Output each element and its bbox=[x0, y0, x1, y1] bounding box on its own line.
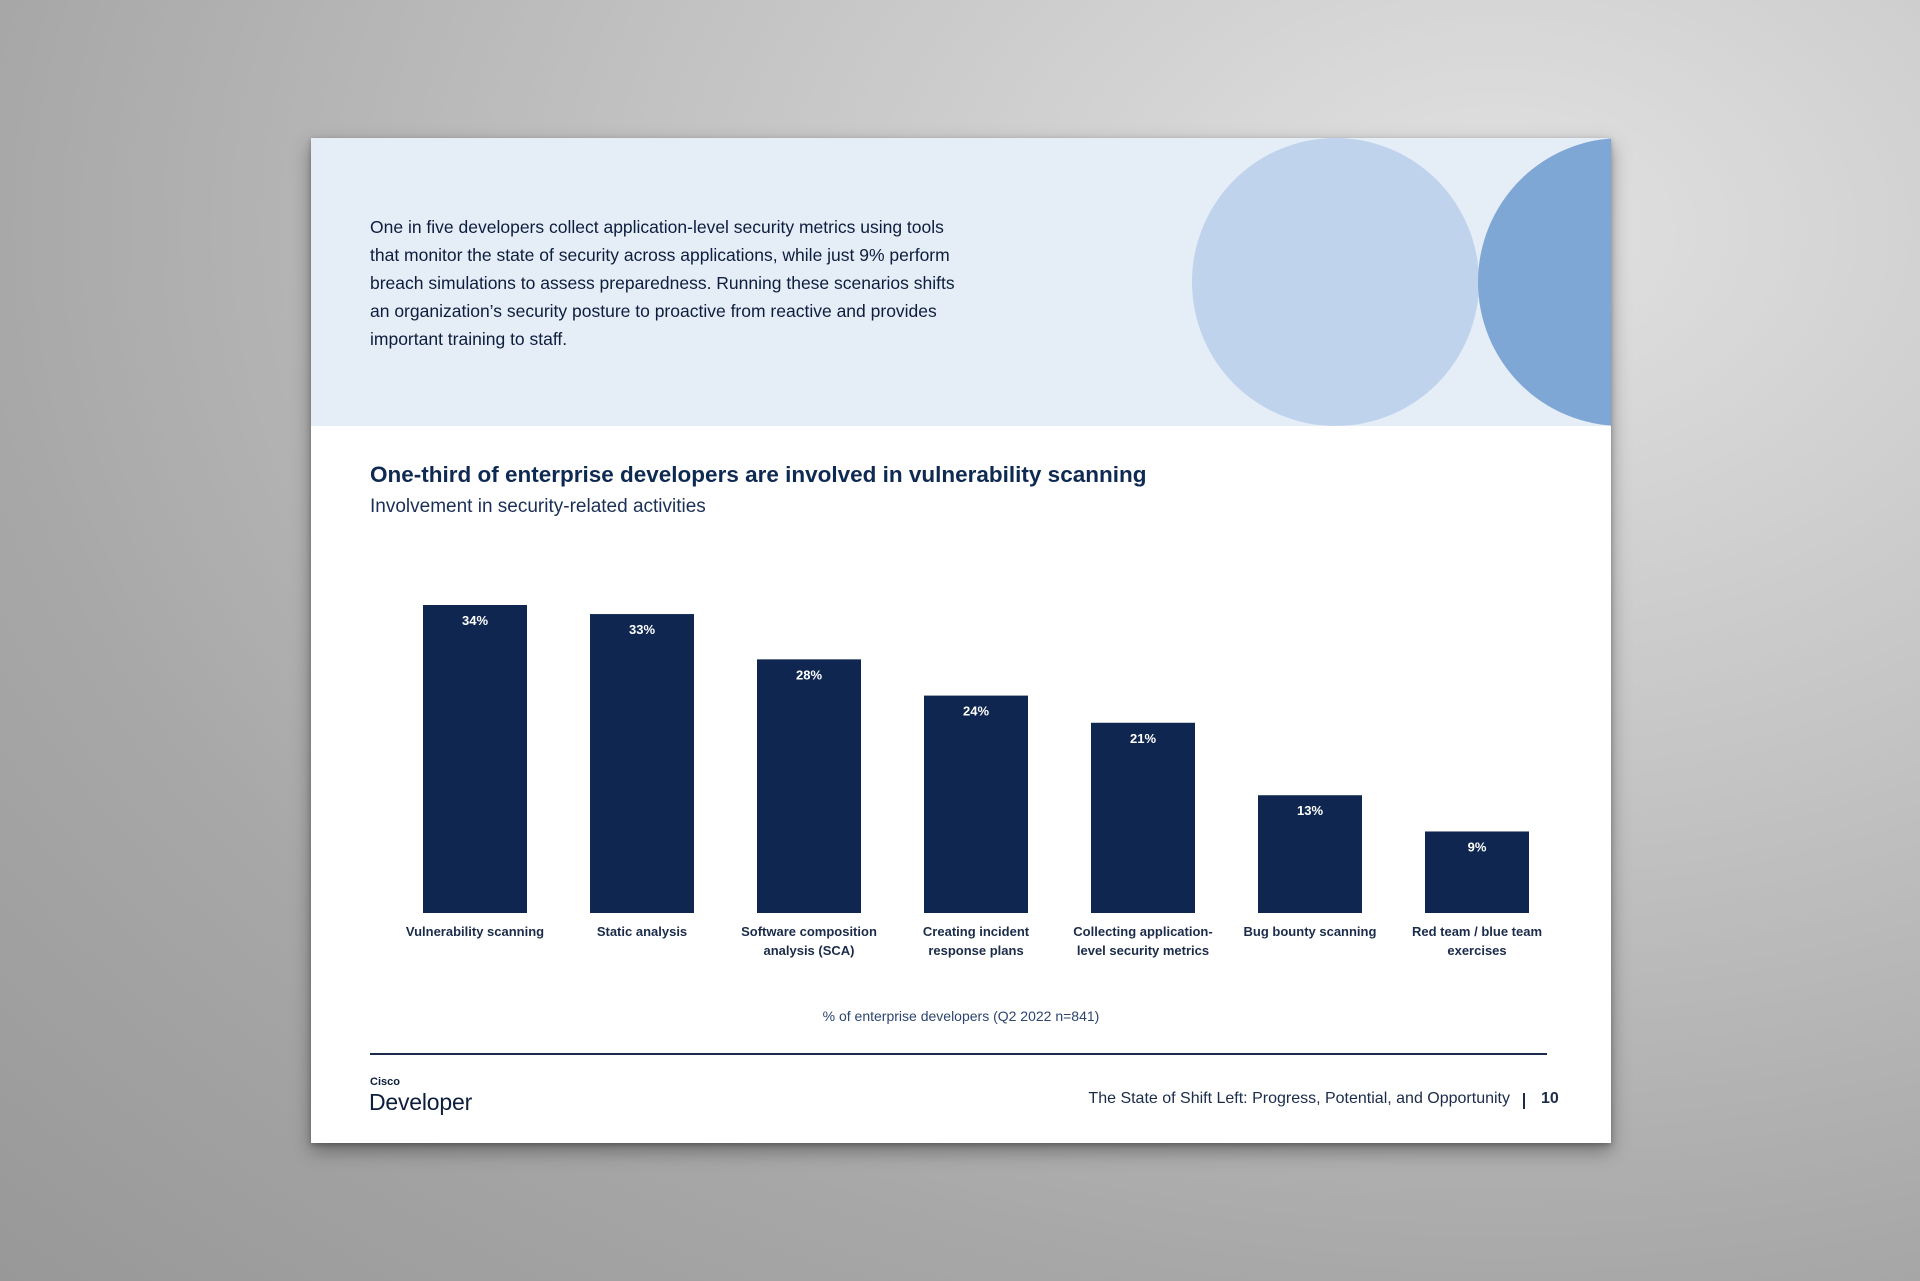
category-label-5-line-0: Bug bounty scanning bbox=[1244, 924, 1377, 939]
category-label-3-line-0: Creating incident bbox=[923, 924, 1030, 939]
intro-banner: One in five developers collect applicati… bbox=[311, 138, 1611, 426]
bar-value-label-5: 13% bbox=[1297, 803, 1323, 818]
category-label-3-line-1: response plans bbox=[928, 943, 1023, 958]
bar-value-label-0: 34% bbox=[462, 613, 488, 628]
bar-value-label-1: 33% bbox=[629, 622, 655, 637]
chart-note: % of enterprise developers (Q2 2022 n=84… bbox=[822, 1008, 1100, 1024]
brand-logo-small: Cisco bbox=[370, 1076, 400, 1088]
category-label-4-line-0: Collecting application- bbox=[1073, 924, 1212, 939]
category-label-6-line-0: Red team / blue team bbox=[1412, 924, 1542, 939]
bar-value-label-2: 28% bbox=[796, 667, 822, 682]
decorative-circle-light bbox=[1192, 138, 1479, 426]
footer-doc-title: The State of Shift Left: Progress, Poten… bbox=[1088, 1090, 1510, 1107]
bar-2 bbox=[757, 659, 861, 913]
bar-1 bbox=[590, 614, 694, 913]
bar-6 bbox=[1425, 831, 1529, 913]
category-label-4-line-1: level security metrics bbox=[1077, 943, 1209, 958]
footer-separator bbox=[1523, 1093, 1525, 1109]
category-label-2-line-0: Software composition bbox=[741, 924, 877, 939]
bar-5 bbox=[1258, 795, 1362, 913]
intro-paragraph: One in five developers collect applicati… bbox=[370, 217, 955, 349]
category-label-1-line-0: Static analysis bbox=[597, 924, 687, 939]
category-label-2-line-1: analysis (SCA) bbox=[763, 943, 854, 958]
bar-3 bbox=[924, 695, 1028, 913]
bar-value-label-6: 9% bbox=[1468, 839, 1487, 854]
report-page: One in five developers collect applicati… bbox=[311, 138, 1611, 1143]
category-label-0-line-0: Vulnerability scanning bbox=[406, 924, 544, 939]
bar-4 bbox=[1091, 722, 1195, 913]
chart-title: One-third of enterprise developers are i… bbox=[370, 462, 1147, 487]
chart-subtitle: Involvement in security-related activiti… bbox=[370, 496, 706, 517]
footer-divider bbox=[370, 1053, 1547, 1055]
brand-logo-big: Developer bbox=[369, 1089, 473, 1115]
bar-chart: 34% Vulnerability scanning 33% Static analy… bbox=[406, 605, 1542, 958]
bar-value-label-4: 21% bbox=[1130, 731, 1156, 746]
category-label-6-line-1: exercises bbox=[1447, 943, 1506, 958]
bar-0 bbox=[423, 605, 527, 913]
bar-value-label-3: 24% bbox=[963, 704, 989, 719]
page-number: 10 bbox=[1541, 1090, 1559, 1107]
